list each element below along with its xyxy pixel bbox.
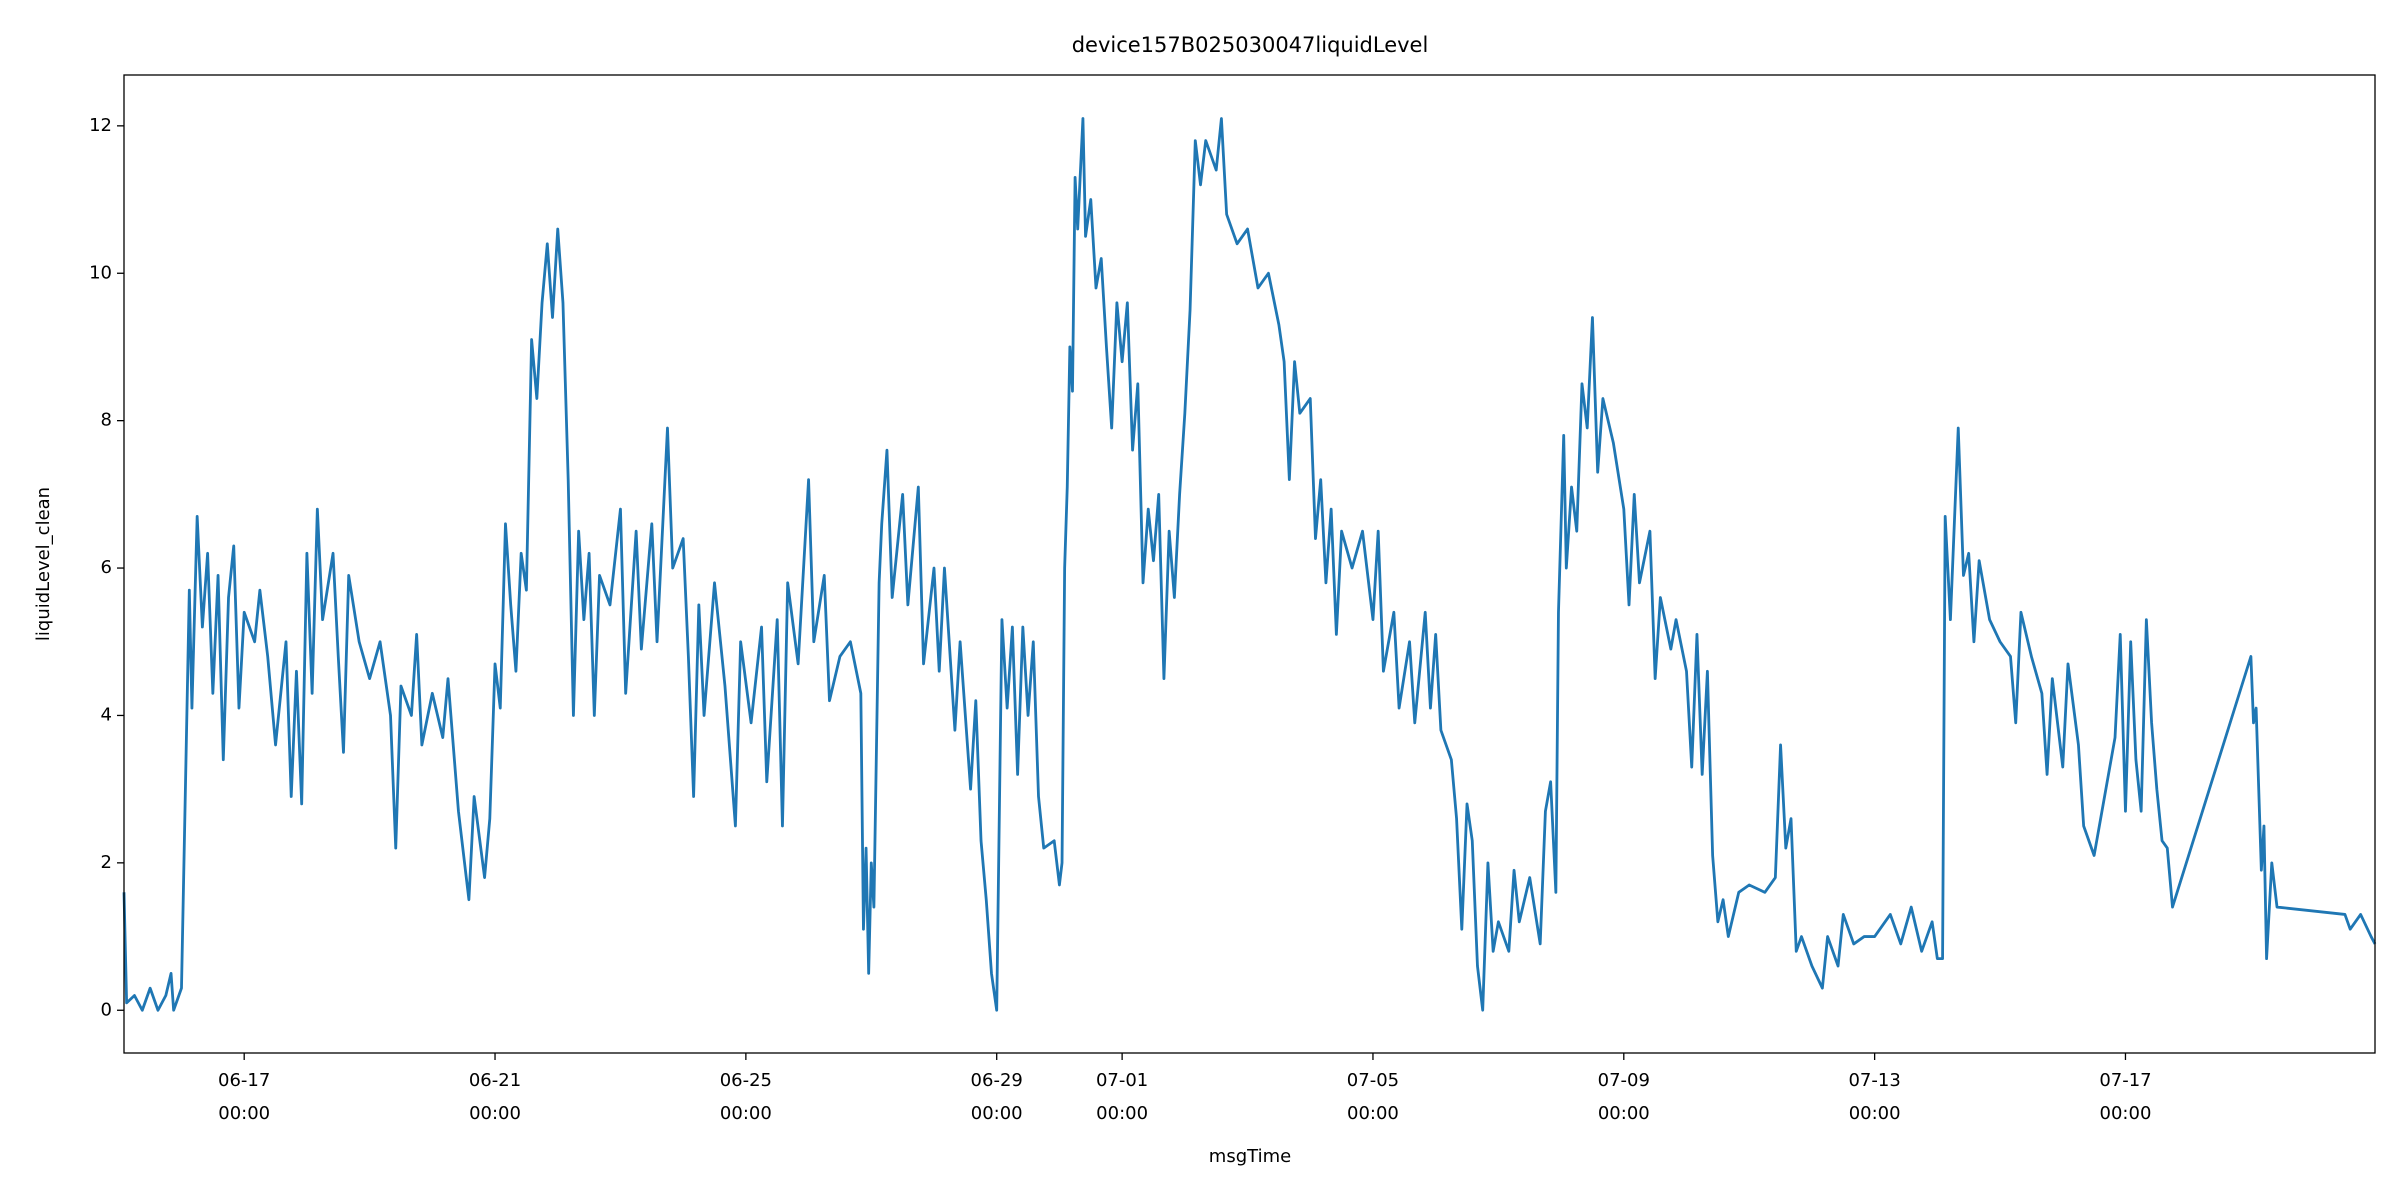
x-tick-label: 06-25 00:00: [720, 1070, 772, 1124]
x-tick-label: 07-01 00:00: [1096, 1070, 1148, 1124]
y-tick-label: 0: [101, 999, 112, 1020]
y-tick-label: 2: [101, 852, 112, 873]
y-tick-label: 8: [101, 410, 112, 431]
y-axis-label: liquidLevel_clean: [33, 487, 54, 641]
x-tick-label: 06-29 00:00: [971, 1070, 1023, 1124]
x-axis-label: msgTime: [1209, 1146, 1291, 1167]
plot-frame: [123, 74, 2376, 1054]
y-tick-label: 12: [89, 115, 112, 136]
chart-title: device157B025030047liquidLevel: [1072, 33, 1429, 57]
y-tick-label: 4: [101, 704, 112, 725]
x-tick-label: 07-05 00:00: [1347, 1070, 1399, 1124]
y-tick-label: 6: [101, 557, 112, 578]
x-tick-label: 06-17 00:00: [218, 1070, 270, 1124]
x-tick-label: 07-13 00:00: [1848, 1070, 1900, 1124]
data-line: [122, 117, 2377, 1012]
y-tick-label: 10: [89, 262, 112, 283]
x-tick-label: 06-21 00:00: [469, 1070, 521, 1124]
x-tick-label: 07-09 00:00: [1598, 1070, 1650, 1124]
x-tick-label: 07-17 00:00: [2099, 1070, 2151, 1124]
